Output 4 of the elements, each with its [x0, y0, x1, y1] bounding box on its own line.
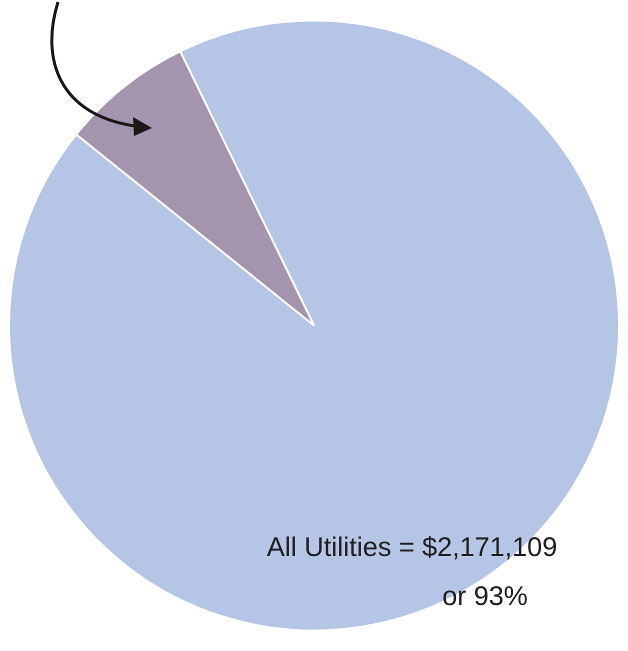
- pie-slice: [75, 50, 315, 326]
- text: All Utilities = $2,171,109: [266, 532, 558, 562]
- text: or 93%: [442, 581, 528, 611]
- pie-slice: [8, 20, 620, 632]
